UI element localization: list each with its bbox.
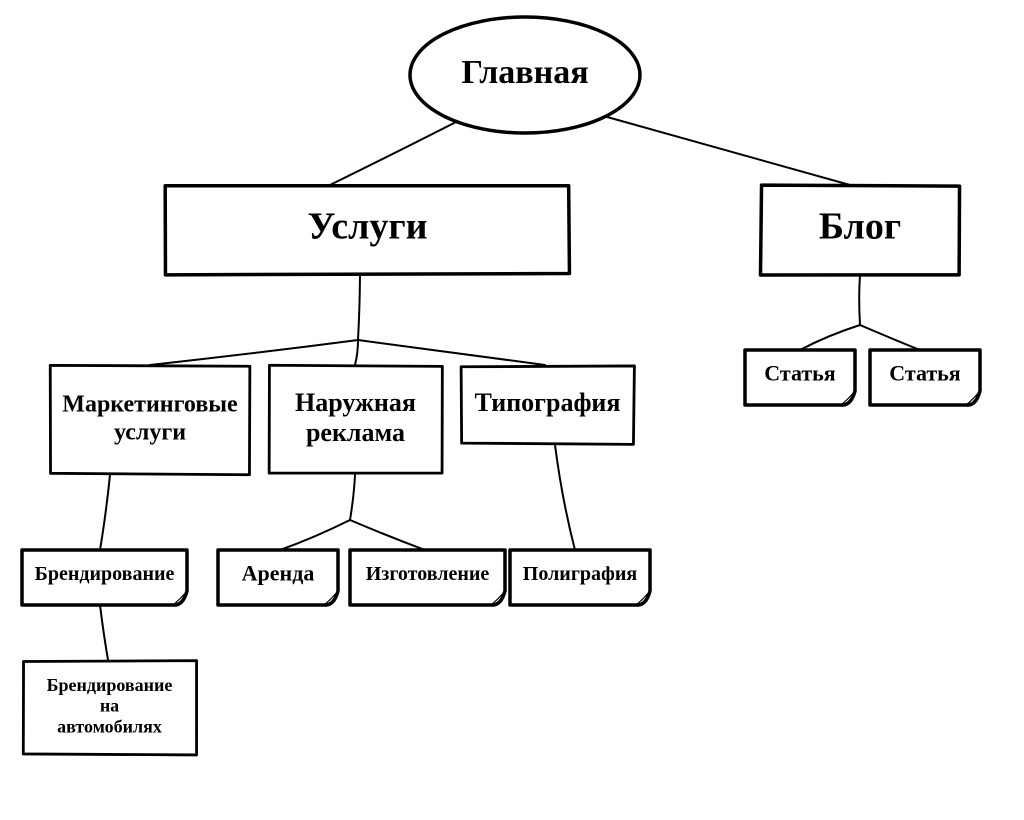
node-label: Аренда <box>242 561 315 586</box>
node-label: на <box>100 696 119 716</box>
node-label: Блог <box>819 206 901 248</box>
node-label: услуги <box>114 419 186 445</box>
node-label: Главная <box>461 54 588 91</box>
node-label: Типография <box>475 388 621 417</box>
node-label: Наружная <box>295 388 416 417</box>
edge <box>859 275 860 325</box>
node-label: Статья <box>889 361 961 386</box>
node-label: Статья <box>764 361 836 386</box>
node-label: автомобилях <box>57 716 162 736</box>
node-label: реклама <box>306 418 405 447</box>
node-label: Маркетинговые <box>62 392 238 418</box>
sitemap-diagram: Главная Услуги Блог Маркетинговыеуслуги Нару… <box>0 0 1024 820</box>
node-label: Услуги <box>307 206 427 248</box>
node-label: Изготовление <box>366 563 490 585</box>
node-label: Брендирование <box>35 563 175 585</box>
node-label: Полиграфия <box>523 563 638 585</box>
node-label: Брендирование <box>47 675 173 695</box>
